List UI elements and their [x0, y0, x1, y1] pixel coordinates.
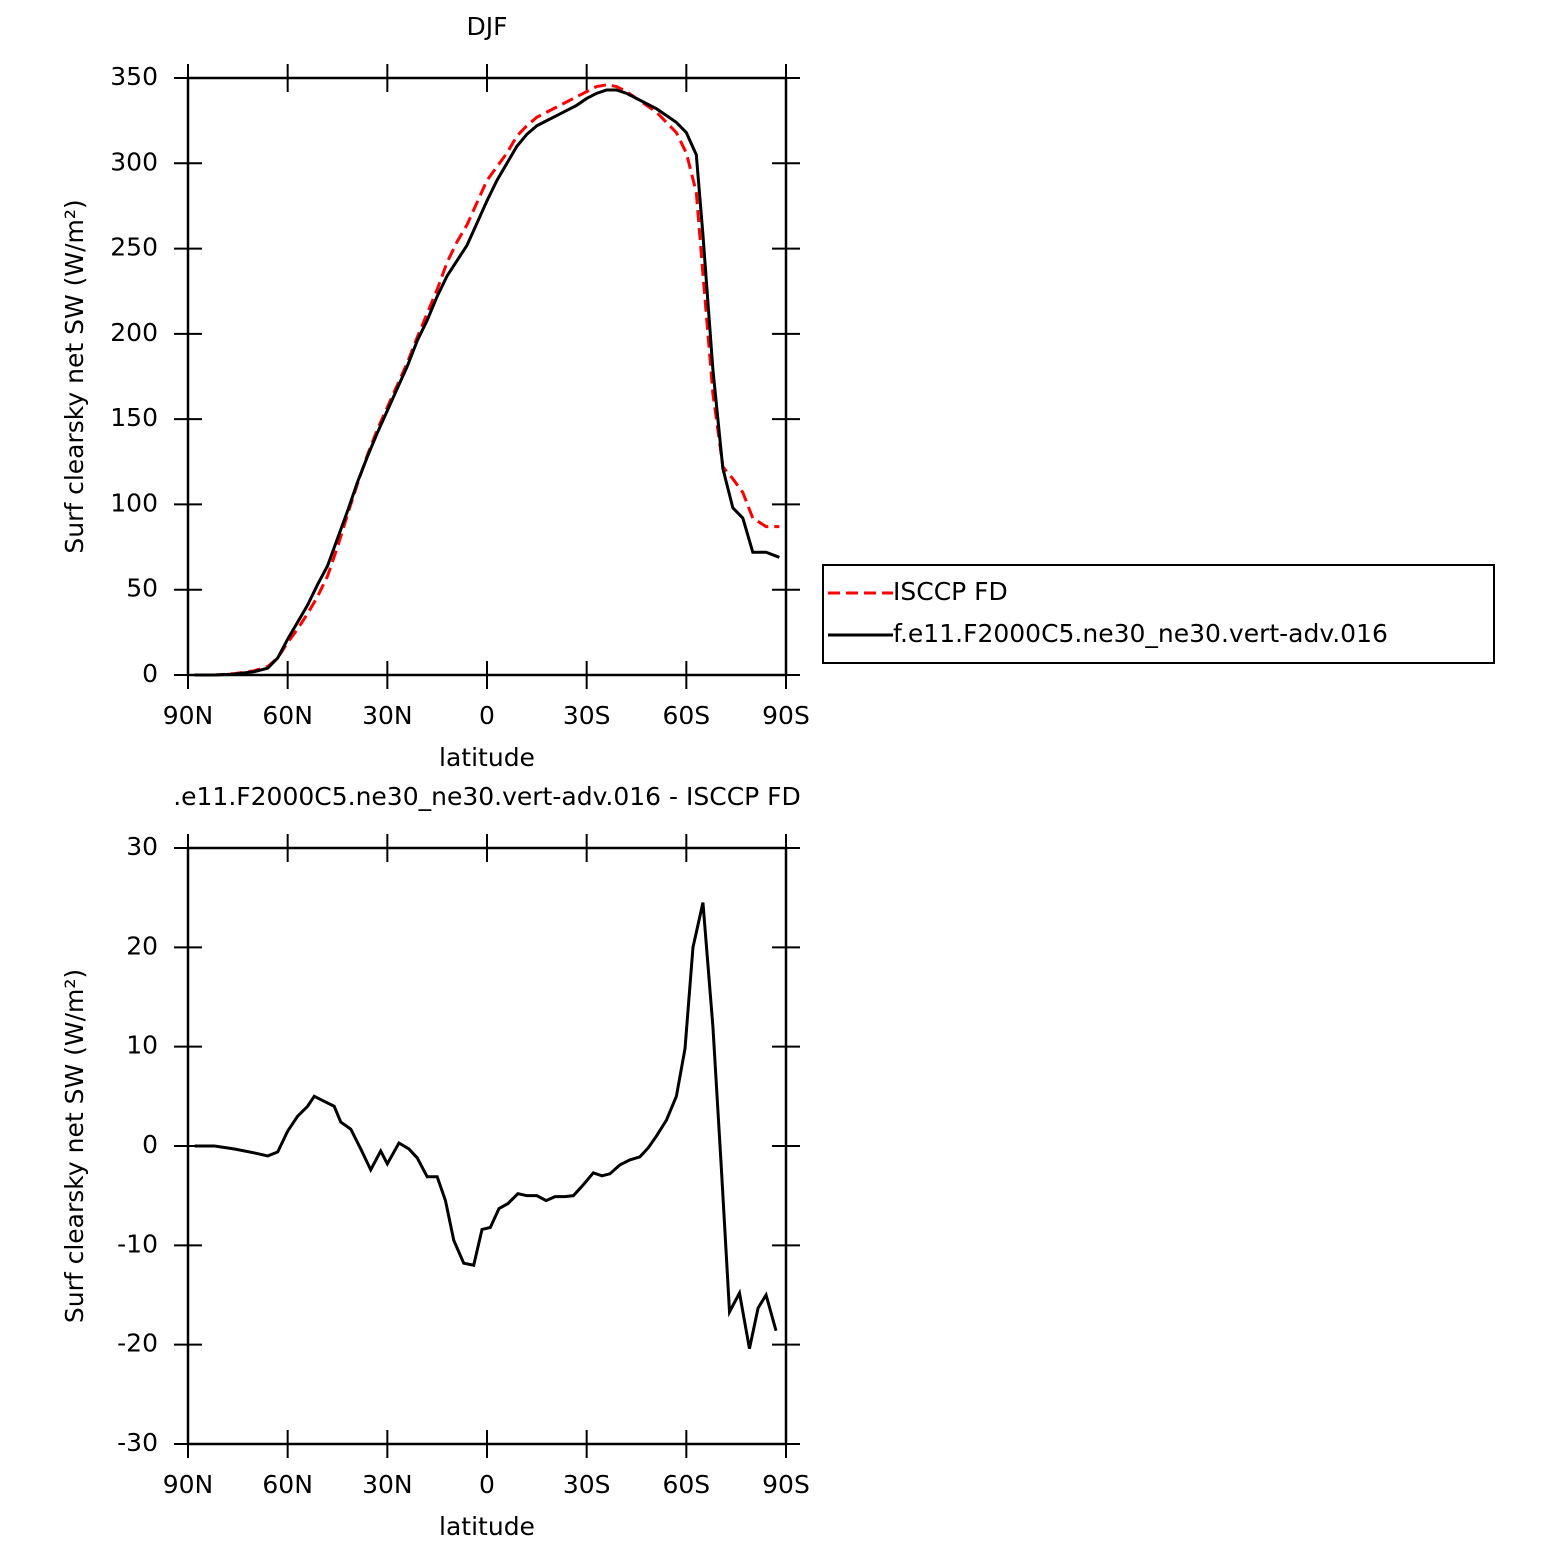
y-tick-label: 0 [142, 659, 158, 688]
series-line [194, 902, 778, 1349]
chart-title: .e11.F2000C5.ne30_ne30.vert-adv.016 - IS… [173, 782, 801, 811]
y-tick-label: 50 [126, 574, 158, 603]
y-tick-label: 30 [126, 832, 158, 861]
x-tick-label: 90S [762, 1470, 810, 1499]
x-tick-label: 0 [479, 1470, 495, 1499]
y-tick-label: -20 [117, 1329, 158, 1358]
x-tick-label: 90N [163, 1470, 214, 1499]
x-tick-label: 60N [262, 1470, 313, 1499]
x-tick-label: 60S [662, 1470, 710, 1499]
y-tick-label: 10 [126, 1031, 158, 1060]
y-tick-label: 350 [110, 62, 158, 91]
y-tick-label: 300 [110, 147, 158, 176]
x-tick-label: 0 [479, 701, 495, 730]
y-tick-label: -10 [117, 1229, 158, 1258]
x-axis-label: latitude [439, 1512, 535, 1541]
legend-box [822, 564, 1495, 664]
x-tick-label: 30S [563, 1470, 611, 1499]
plot-frame [186, 846, 788, 1446]
y-tick-label: 20 [126, 931, 158, 960]
y-tick-label: 150 [110, 403, 158, 432]
legend-label: ISCCP FD [893, 577, 1008, 606]
y-tick-label: 200 [110, 318, 158, 347]
series-line [194, 83, 780, 677]
plot-frame [186, 76, 788, 677]
y-tick-label: 100 [110, 488, 158, 517]
y-tick-label: 250 [110, 233, 158, 262]
y-tick-label: 0 [142, 1130, 158, 1159]
x-tick-label: 60N [262, 701, 313, 730]
legend-label: f.e11.F2000C5.ne30_ne30.vert-adv.016 [893, 619, 1388, 648]
x-axis-label: latitude [439, 743, 535, 772]
y-axis-label: Surf clearsky net SW (W/m²) [60, 199, 89, 553]
series-line [194, 88, 780, 677]
y-axis-label: Surf clearsky net SW (W/m²) [60, 969, 89, 1323]
chart-title: DJF [466, 12, 507, 41]
x-tick-label: 90S [762, 701, 810, 730]
x-tick-label: 30N [362, 1470, 413, 1499]
x-tick-label: 60S [662, 701, 710, 730]
x-tick-label: 30S [563, 701, 611, 730]
x-tick-label: 90N [163, 701, 214, 730]
x-tick-label: 30N [362, 701, 413, 730]
y-tick-label: -30 [117, 1428, 158, 1457]
